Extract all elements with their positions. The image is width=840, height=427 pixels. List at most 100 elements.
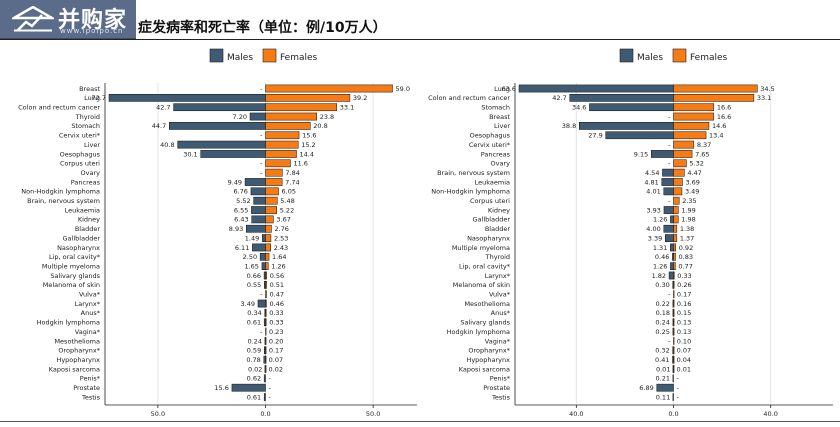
bar-females xyxy=(673,281,675,289)
bar-males xyxy=(253,196,266,205)
category-label: Oesophagus xyxy=(470,132,511,140)
data-label-females: 15.6 xyxy=(302,132,316,140)
category-label: Ovary xyxy=(81,169,101,177)
data-label-males: 0.18 xyxy=(656,309,670,317)
bar-females xyxy=(673,159,687,168)
data-label-females: 5.32 xyxy=(689,160,703,168)
data-label-females: 0.92 xyxy=(679,244,693,252)
x-tick-label: 40.0 xyxy=(569,410,583,418)
data-label-males: 15.6 xyxy=(214,384,228,392)
data-label-females: 0.04 xyxy=(677,356,691,364)
data-label-males: 0.61 xyxy=(247,319,261,327)
bar-females xyxy=(673,299,675,308)
bar-females xyxy=(265,327,267,336)
bar-females xyxy=(673,262,676,271)
data-label-males: - xyxy=(260,85,263,93)
data-label-males: 0.24 xyxy=(247,337,261,345)
data-label-males: 1.65 xyxy=(244,262,258,270)
bar-males xyxy=(663,187,674,196)
category-label: Prostate xyxy=(73,384,100,392)
data-label-females: 20.8 xyxy=(313,122,327,130)
logo-site-text: www.ipoipo.cn xyxy=(60,27,124,35)
bar-females xyxy=(265,215,274,224)
data-label-females: 0.13 xyxy=(677,328,691,336)
data-label-males: 0.11 xyxy=(656,393,670,401)
category-label: Gallbladder xyxy=(473,216,511,224)
data-label-females: 14.6 xyxy=(712,122,726,130)
category-label: Testis xyxy=(81,393,101,401)
bar-females xyxy=(673,365,675,373)
bar-females xyxy=(673,215,679,224)
category-label: Lung xyxy=(84,94,100,102)
data-label-males: 0.21 xyxy=(656,375,670,383)
bar-males xyxy=(261,262,266,271)
data-label-males: - xyxy=(668,160,671,168)
bar-females xyxy=(265,346,267,355)
data-label-females: 0.46 xyxy=(269,300,283,308)
data-label-females: 0.77 xyxy=(678,262,692,270)
bar-females xyxy=(265,122,311,130)
data-label-males: 0.41 xyxy=(655,356,669,364)
data-label-males: 63.6 xyxy=(502,85,516,93)
bar-females xyxy=(673,206,679,214)
data-label-males: 3.49 xyxy=(241,300,255,308)
data-label-males: - xyxy=(668,291,671,299)
bar-females xyxy=(673,168,685,177)
bar-females xyxy=(265,281,267,289)
category-label: Hodgkin lymphoma xyxy=(37,319,100,327)
data-label-females: 2.53 xyxy=(274,234,288,242)
data-label-females: 2.35 xyxy=(682,197,696,205)
header-bar: 并购家 www.ipoipo.cn 症发病率和死亡率（单位：例/10万人） xyxy=(0,0,840,39)
bar-females xyxy=(265,94,351,102)
category-label: Brain, nervous system xyxy=(437,169,510,177)
data-label-males: 0.61 xyxy=(247,393,261,401)
data-label-females: - xyxy=(269,384,272,392)
bar-males xyxy=(663,224,674,233)
data-label-males: 4.01 xyxy=(646,188,660,196)
data-label-males: - xyxy=(668,141,671,149)
category-label: Colon and rectum cancer xyxy=(428,94,510,102)
data-label-females: 0.33 xyxy=(269,319,283,327)
bar-females xyxy=(673,355,675,364)
bar-females xyxy=(673,290,675,299)
bar-females xyxy=(673,327,675,336)
bar-males xyxy=(668,271,674,280)
bar-females xyxy=(673,346,675,355)
data-label-females: 16.6 xyxy=(717,104,731,112)
bar-males xyxy=(605,131,674,140)
x-tick-label: 40.0 xyxy=(763,410,777,418)
legend: Males Females xyxy=(209,48,318,63)
bar-females xyxy=(673,309,675,317)
bar-females xyxy=(265,84,393,93)
bar-males xyxy=(231,383,266,392)
data-label-females: 7.65 xyxy=(695,150,709,158)
category-label: Leukaemia xyxy=(65,206,100,214)
data-label-males: 0.55 xyxy=(247,281,261,289)
house-icon xyxy=(12,6,54,32)
category-label: Lip, oral cavity* xyxy=(459,262,511,270)
data-label-males: 42.7 xyxy=(156,104,170,112)
data-label-males: 0.34 xyxy=(247,309,261,317)
data-label-males: 6.55 xyxy=(234,206,248,214)
bar-males xyxy=(663,206,674,214)
data-label-females: 13.4 xyxy=(709,132,723,140)
category-label: Cervix uteri* xyxy=(59,132,101,140)
category-label: Vulva* xyxy=(489,291,511,299)
figure-title: 症发病率和死亡率（单位：例/10万人） xyxy=(138,20,387,36)
data-label-females: 0.02 xyxy=(269,365,283,373)
data-label-males: 1.49 xyxy=(245,234,259,242)
x-tick-label: 0.0 xyxy=(668,410,678,418)
bar-males xyxy=(246,224,266,233)
data-label-males: 0.59 xyxy=(247,347,261,355)
bar-males xyxy=(672,374,674,383)
data-label-males: 9.15 xyxy=(634,150,648,158)
data-label-females: 0.17 xyxy=(269,347,283,355)
bar-females xyxy=(265,309,267,317)
category-label: Kaposi sarcoma xyxy=(49,365,100,373)
category-label: Hypopharynx xyxy=(56,356,100,364)
bar-males xyxy=(200,150,266,158)
bar-males xyxy=(651,150,674,158)
bar-males xyxy=(169,122,266,130)
bar-males xyxy=(250,187,266,196)
